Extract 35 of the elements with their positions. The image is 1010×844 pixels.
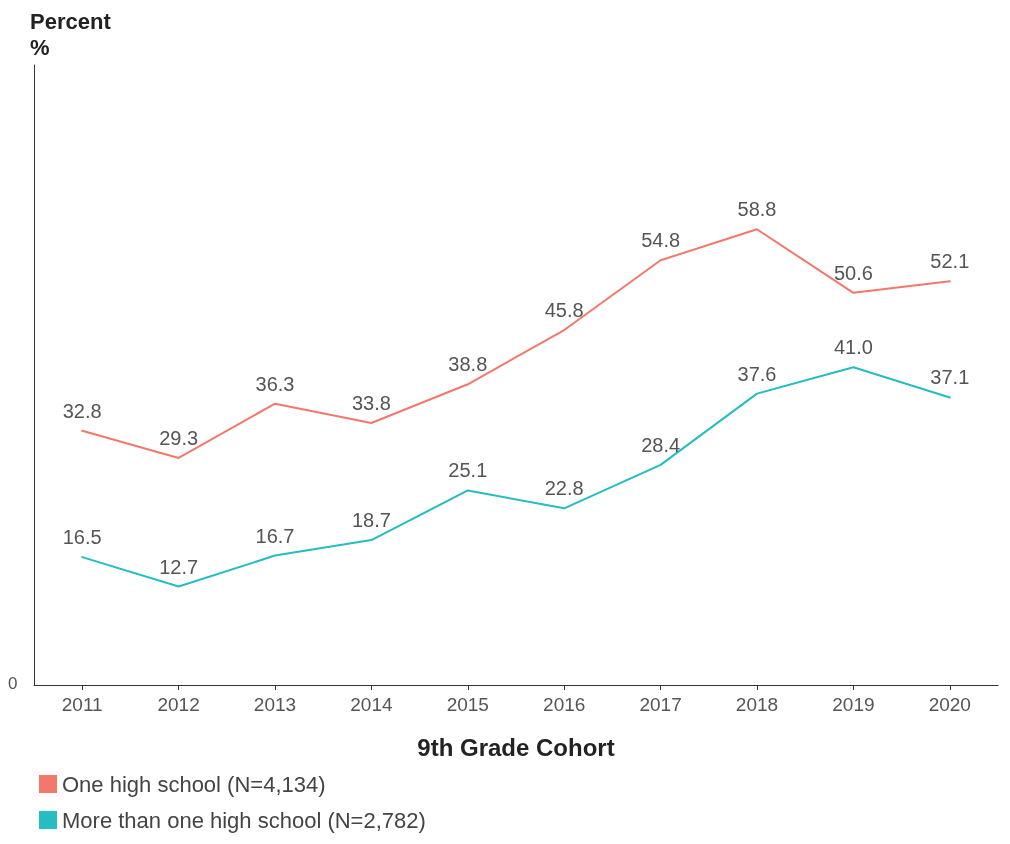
x-tick-label: 2018 <box>735 694 779 715</box>
data-label: 16.7 <box>255 524 295 547</box>
data-label: 37.1 <box>930 366 970 389</box>
data-label: 33.8 <box>351 392 391 415</box>
x-tick-label: 2012 <box>157 694 200 715</box>
legend-label: One high school (N=4,134) <box>62 771 326 797</box>
data-label: 25.1 <box>448 459 488 482</box>
data-label: 28.4 <box>641 433 681 456</box>
x-tick-label: 2017 <box>639 694 682 715</box>
x-axis-title: 9th Grade Cohort <box>417 733 615 761</box>
data-label: 12.7 <box>159 555 199 578</box>
text: 0 <box>8 674 18 693</box>
data-label: 16.5 <box>62 526 102 549</box>
x-tick-label: 2016 <box>543 694 586 715</box>
data-label: 54.8 <box>641 229 681 252</box>
x-tick-label: 2020 <box>928 694 971 715</box>
data-label: 22.8 <box>544 477 584 500</box>
data-label: 50.6 <box>833 261 873 284</box>
data-label: 41.0 <box>833 336 873 359</box>
text: Percent % <box>30 8 112 60</box>
x-tick-label: 2019 <box>832 694 875 715</box>
data-label: 29.3 <box>159 426 199 449</box>
data-label: 37.6 <box>737 362 777 385</box>
x-tick-label: 2015 <box>446 694 489 715</box>
legend-label: More than one high school (N=2,782) <box>62 807 426 833</box>
x-tick-label: 2011 <box>61 694 103 715</box>
x-tick-label: 2013 <box>253 694 297 715</box>
data-label: 32.8 <box>62 399 102 422</box>
x-tick-label: 2014 <box>350 694 393 715</box>
data-label: 36.3 <box>255 372 295 395</box>
data-label: 52.1 <box>930 250 970 273</box>
data-label: 58.8 <box>737 198 777 221</box>
data-label: 38.8 <box>448 353 488 376</box>
data-label: 45.8 <box>544 299 584 322</box>
data-label: 18.7 <box>351 509 391 532</box>
